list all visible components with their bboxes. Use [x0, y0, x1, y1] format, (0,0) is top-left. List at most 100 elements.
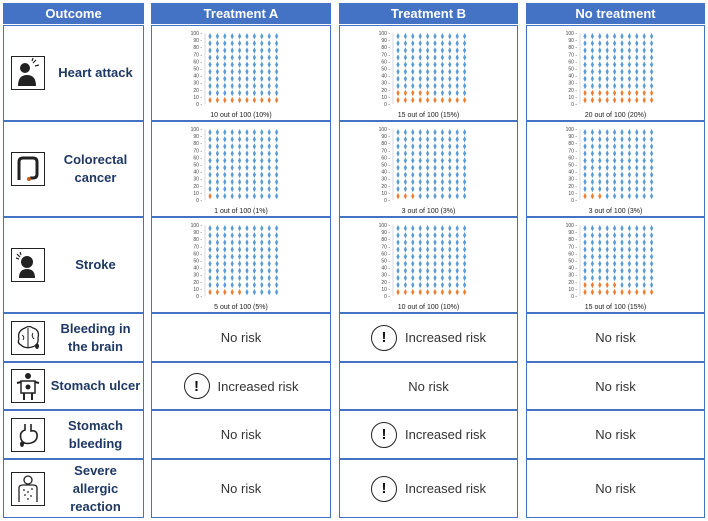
- affected-person-mark: [620, 89, 624, 97]
- unaffected-person-mark: [418, 274, 422, 282]
- unaffected-person-mark: [433, 40, 437, 47]
- unaffected-person-mark: [260, 267, 264, 275]
- unaffected-person-mark: [433, 75, 437, 83]
- unaffected-person-mark: [267, 136, 271, 143]
- unaffected-person-mark: [598, 143, 602, 150]
- unaffected-person-mark: [448, 157, 452, 164]
- unaffected-person-mark: [245, 185, 249, 193]
- unaffected-person-mark: [223, 192, 227, 200]
- unaffected-person-mark: [642, 47, 646, 54]
- unaffected-person-mark: [215, 239, 219, 246]
- unaffected-person-mark: [590, 54, 594, 61]
- y-tick-label: 20 -: [381, 88, 390, 94]
- risk-cell: No risk: [526, 459, 705, 518]
- unaffected-person-mark: [208, 171, 212, 179]
- unaffected-person-mark: [426, 185, 430, 193]
- unaffected-person-mark: [448, 178, 452, 186]
- chart-caption: 15 out of 100 (15%): [584, 304, 647, 311]
- unaffected-person-mark: [433, 157, 437, 164]
- y-tick-label: 30 -: [568, 81, 577, 87]
- unaffected-person-mark: [238, 61, 242, 68]
- unaffected-person-mark: [433, 185, 437, 193]
- unaffected-person-mark: [448, 143, 452, 150]
- affected-person-mark: [238, 96, 242, 104]
- unaffected-person-mark: [252, 143, 256, 150]
- unaffected-person-mark: [208, 82, 212, 90]
- unaffected-person-mark: [396, 47, 400, 54]
- unaffected-person-mark: [620, 136, 624, 143]
- unaffected-person-mark: [230, 164, 234, 171]
- unaffected-person-mark: [440, 281, 444, 289]
- risk-cell: ! Increased risk: [339, 313, 518, 362]
- unaffected-person-mark: [208, 157, 212, 164]
- unaffected-person-mark: [267, 89, 271, 97]
- unaffected-person-mark: [650, 40, 654, 47]
- risk-cell: No risk: [526, 362, 705, 410]
- unaffected-person-mark: [583, 54, 587, 61]
- unaffected-person-mark: [590, 150, 594, 157]
- risk-label: No risk: [595, 330, 636, 345]
- unaffected-person-mark: [418, 61, 422, 68]
- unaffected-person-mark: [598, 164, 602, 171]
- unaffected-person-mark: [635, 171, 639, 179]
- unaffected-person-mark: [433, 246, 437, 253]
- unaffected-person-mark: [215, 54, 219, 61]
- y-tick-label: 0 -: [196, 102, 202, 108]
- unaffected-person-mark: [605, 150, 609, 157]
- unaffected-person-mark: [396, 281, 400, 289]
- unaffected-person-mark: [463, 54, 467, 61]
- affected-person-mark: [583, 96, 587, 104]
- unaffected-person-mark: [260, 171, 264, 179]
- unaffected-person-mark: [275, 246, 279, 253]
- unaffected-person-mark: [650, 239, 654, 246]
- unaffected-person-mark: [252, 157, 256, 164]
- unaffected-person-mark: [418, 75, 422, 83]
- unaffected-person-mark: [583, 274, 587, 282]
- y-tick-label: 50 -: [568, 67, 577, 73]
- unaffected-person-mark: [605, 253, 609, 260]
- unaffected-person-mark: [260, 136, 264, 143]
- unaffected-person-mark: [208, 274, 212, 282]
- unaffected-person-mark: [440, 40, 444, 47]
- unaffected-person-mark: [642, 157, 646, 164]
- unaffected-person-mark: [208, 281, 212, 289]
- unaffected-person-mark: [455, 157, 459, 164]
- unaffected-person-mark: [267, 232, 271, 239]
- unaffected-person-mark: [613, 40, 617, 47]
- affected-person-mark: [440, 96, 444, 104]
- affected-person-mark: [411, 192, 415, 200]
- unaffected-person-mark: [223, 246, 227, 253]
- risk-label: Increased risk: [405, 481, 486, 496]
- unaffected-person-mark: [411, 40, 415, 47]
- unaffected-person-mark: [627, 246, 631, 253]
- unaffected-person-mark: [245, 164, 249, 171]
- unaffected-person-mark: [605, 33, 609, 40]
- warning-icon: !: [371, 421, 398, 448]
- unaffected-person-mark: [260, 143, 264, 150]
- y-tick-label: 60 -: [381, 59, 390, 65]
- y-tick-label: 30 -: [568, 273, 577, 279]
- chart-caption: 3 out of 100 (3%): [588, 208, 643, 215]
- unaffected-person-mark: [245, 267, 249, 275]
- unaffected-person-mark: [223, 164, 227, 171]
- unaffected-person-mark: [426, 281, 430, 289]
- unaffected-person-mark: [267, 143, 271, 150]
- unaffected-person-mark: [426, 129, 430, 136]
- unaffected-person-mark: [642, 68, 646, 75]
- unaffected-person-mark: [208, 239, 212, 246]
- outcome-icon-frame: [11, 248, 45, 282]
- unaffected-person-mark: [252, 54, 256, 61]
- unaffected-person-mark: [411, 33, 415, 40]
- affected-person-mark: [613, 281, 617, 289]
- unaffected-person-mark: [455, 281, 459, 289]
- unaffected-person-mark: [605, 192, 609, 200]
- unaffected-person-mark: [627, 150, 631, 157]
- unaffected-person-mark: [455, 253, 459, 260]
- affected-person-mark: [426, 96, 430, 104]
- unaffected-person-mark: [605, 129, 609, 136]
- unaffected-person-mark: [418, 164, 422, 171]
- allergic-reaction-icon: [18, 474, 38, 502]
- unaffected-person-mark: [238, 246, 242, 253]
- y-tick-label: 0 -: [384, 198, 390, 204]
- risk-cell: No risk: [151, 313, 331, 362]
